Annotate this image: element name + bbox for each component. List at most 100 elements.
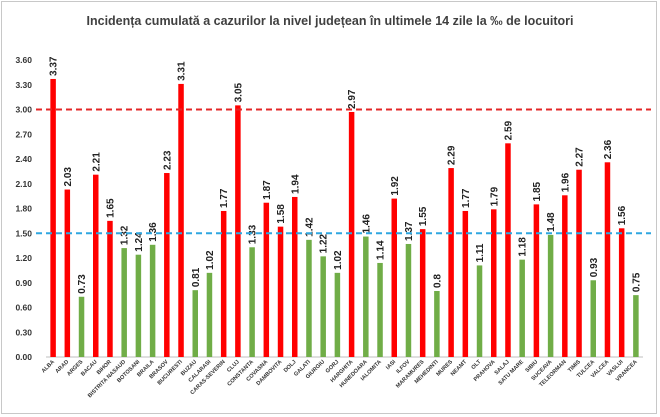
bar-mures — [448, 168, 454, 357]
data-label: 1.96 — [560, 172, 571, 192]
bar-dolj — [292, 196, 298, 357]
bar-calarasi — [206, 272, 213, 357]
bar-hunedoara — [363, 236, 369, 357]
data-label: 0.81 — [191, 267, 202, 287]
data-label: 0.75 — [631, 272, 642, 292]
bar-salaj — [505, 143, 511, 357]
bar-timis — [576, 169, 582, 357]
bar-arges — [78, 296, 85, 357]
data-label: 1.11 — [475, 243, 486, 262]
data-label: 1.87 — [262, 180, 273, 200]
x-tick-label: ALBA — [41, 359, 56, 374]
data-label: 1.92 — [390, 176, 401, 196]
bar-mehedinti — [434, 291, 440, 357]
bar-bucuresti — [178, 83, 184, 358]
bar-olt — [476, 265, 483, 357]
bar-braila — [149, 244, 156, 357]
bar-arad — [64, 189, 71, 357]
bar-ialomita — [377, 262, 383, 357]
bar-covasna — [263, 202, 270, 357]
bar-gorj — [334, 272, 341, 357]
bar-satu-mare — [519, 259, 525, 357]
data-label: 1.58 — [276, 204, 287, 224]
y-tick-label: 3.60 — [15, 55, 32, 65]
bar-valcea — [604, 162, 611, 357]
data-label: 1.48 — [546, 212, 557, 232]
bar-bihor — [107, 220, 113, 357]
x-tick-label: NEAMT — [450, 359, 469, 378]
data-label: 2.27 — [575, 147, 586, 167]
data-label: 1.36 — [148, 222, 159, 242]
y-tick-label: 3.30 — [15, 80, 32, 90]
bar-buzau — [192, 290, 198, 357]
data-label: 3.37 — [49, 56, 60, 76]
bar-tulcea — [590, 280, 596, 357]
y-tick-label: 0.60 — [15, 303, 32, 313]
bar-galati — [306, 239, 312, 357]
data-label: 1.55 — [418, 206, 429, 226]
bar-giurgiu — [320, 256, 326, 357]
data-label: 1.77 — [219, 188, 230, 208]
data-label: 2.29 — [447, 145, 458, 165]
y-tick-label: 2.40 — [15, 154, 32, 164]
data-label: 1.02 — [205, 250, 216, 270]
data-label: 1.46 — [361, 214, 372, 234]
y-tick-label: 1.50 — [15, 228, 32, 238]
data-label: 1.32 — [120, 225, 131, 245]
bar-constanta — [249, 247, 255, 357]
y-tick-label: 1.20 — [15, 253, 32, 263]
bar-alba — [50, 78, 56, 357]
y-tick-label: 2.70 — [15, 129, 32, 139]
data-label: 1.85 — [532, 181, 543, 201]
data-label: 1.22 — [319, 233, 330, 253]
data-label: 2.97 — [347, 89, 358, 109]
y-tick-label: 2.10 — [15, 179, 32, 189]
y-tick-label: 3.00 — [15, 105, 32, 115]
data-label: 1.02 — [333, 250, 344, 270]
data-label: 1.24 — [134, 232, 145, 252]
bar-iasi — [391, 198, 397, 357]
bar-bistrita-nasaud — [121, 248, 127, 357]
data-label: 1.42 — [304, 217, 315, 237]
bar-botosani — [135, 254, 142, 357]
data-label: 1.14 — [376, 240, 387, 260]
data-label: 1.33 — [248, 224, 259, 244]
data-label: 1.56 — [617, 205, 628, 225]
bar-brasov — [164, 173, 170, 357]
y-tick-label: 0.30 — [15, 327, 32, 337]
bar-cluj — [235, 105, 241, 357]
bar-sibiu — [533, 204, 540, 357]
bar-vrancea — [633, 295, 639, 357]
bar-bacau — [93, 174, 99, 357]
data-label: 2.59 — [503, 120, 514, 140]
data-label: 1.37 — [404, 221, 415, 241]
bar-vaslui — [618, 228, 625, 357]
data-label: 1.18 — [518, 237, 529, 257]
bar-neamt — [462, 210, 469, 357]
data-label: 1.77 — [461, 188, 472, 208]
bar-suceava — [547, 234, 554, 357]
data-label: 2.03 — [63, 167, 74, 187]
x-tick-label: IASI — [385, 359, 397, 371]
bar-harghita — [348, 111, 355, 357]
data-label: 0.8 — [432, 274, 443, 288]
data-label: 2.23 — [162, 150, 173, 170]
y-tick-label: 1.80 — [15, 204, 32, 214]
data-label: 1.94 — [290, 174, 301, 194]
data-label: 0.93 — [589, 257, 600, 277]
data-label: 2.21 — [91, 152, 102, 172]
data-label: 2.36 — [603, 139, 614, 159]
bar-dambovita — [277, 226, 284, 357]
bar-prahova — [491, 209, 497, 357]
data-label: 3.05 — [233, 82, 244, 102]
data-label: 1.65 — [105, 198, 116, 218]
y-tick-label: 0.90 — [15, 278, 32, 288]
y-tick-label: 0.00 — [15, 352, 32, 362]
bar-ilfov — [405, 243, 412, 357]
bar-maramures — [419, 229, 426, 357]
data-label: 0.73 — [77, 274, 88, 294]
chart-title: Incidența cumulată a cazurilor la nivel … — [86, 14, 574, 28]
data-label: 1.79 — [489, 186, 500, 206]
data-label: 3.31 — [177, 61, 188, 81]
